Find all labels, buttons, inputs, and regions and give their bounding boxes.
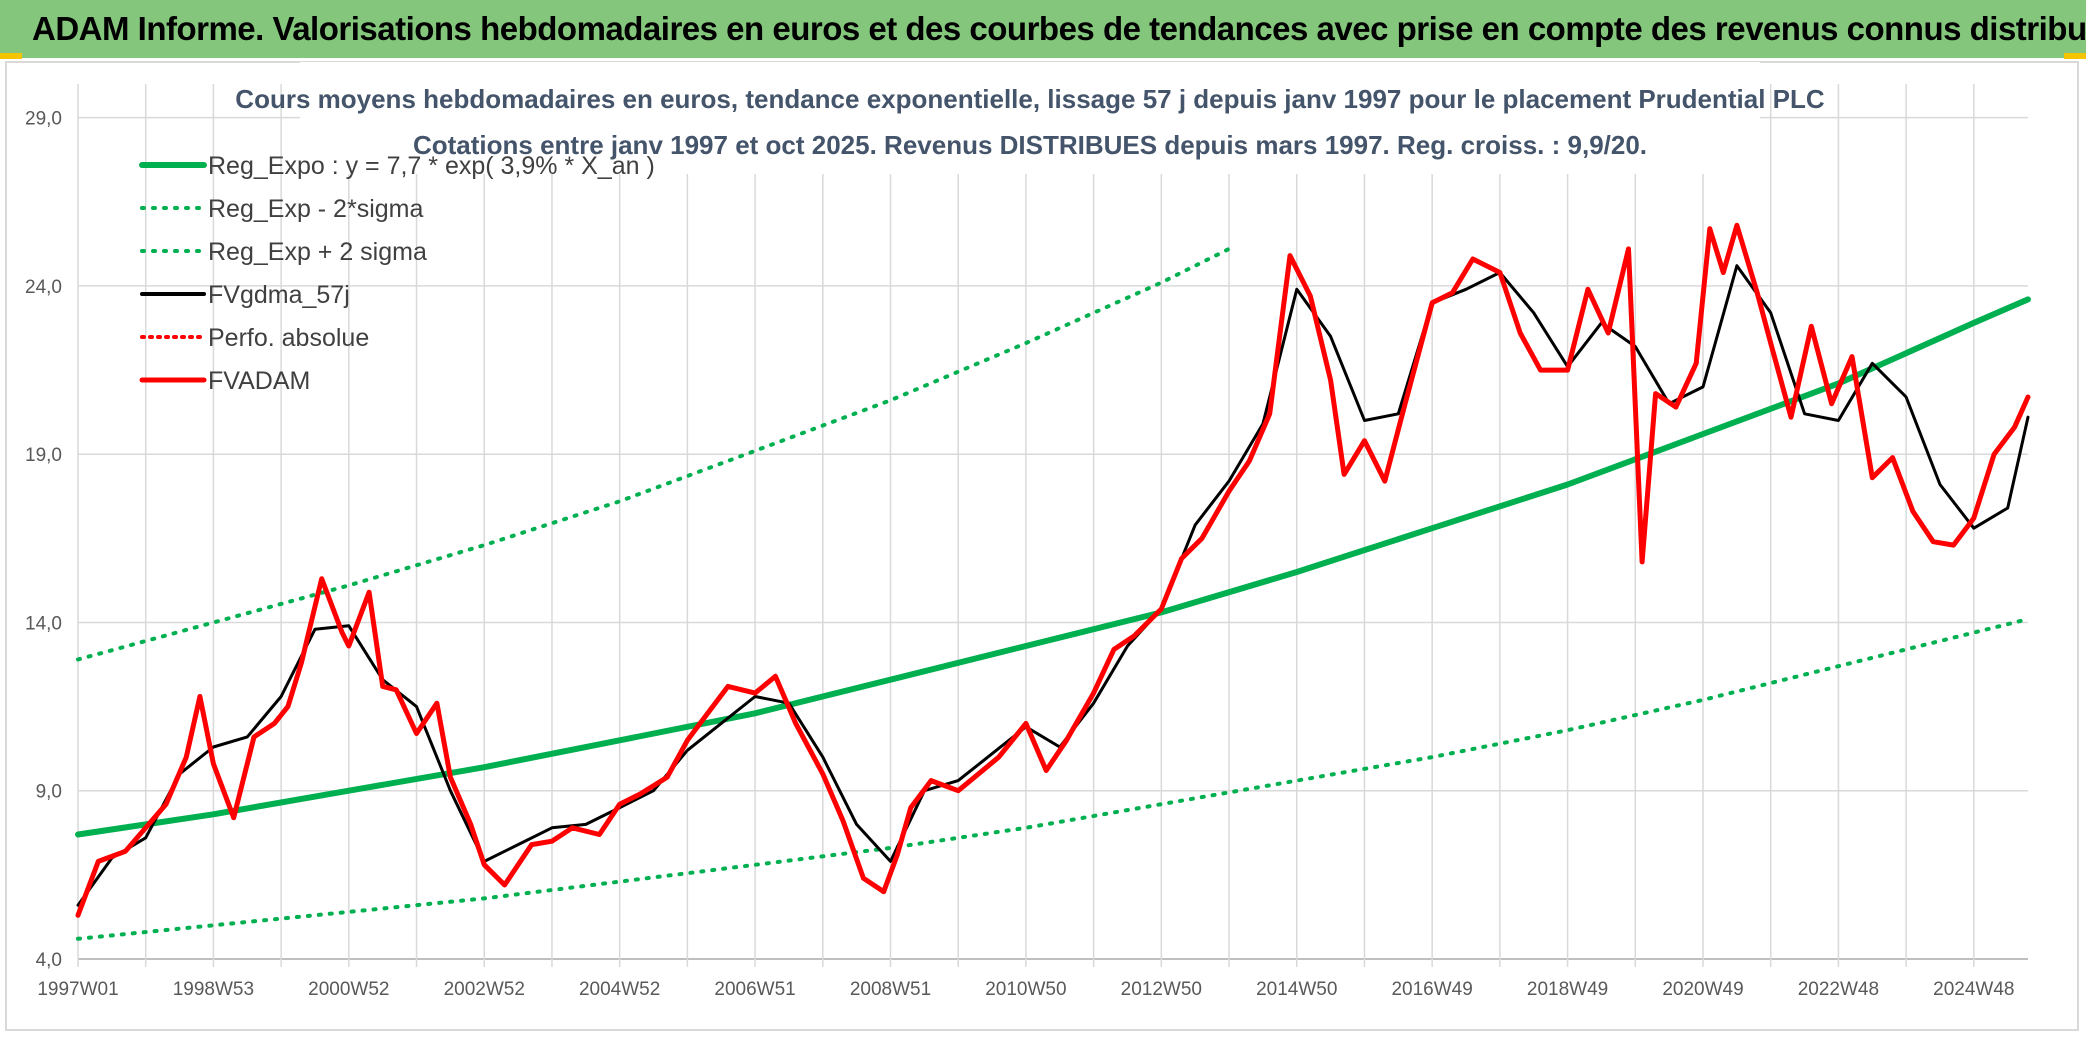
x-tick-label: 1997W01 <box>37 979 118 1000</box>
y-tick-label: 14,0 <box>25 613 62 634</box>
x-tick-label: 2002W52 <box>444 979 525 1000</box>
legend-label: FVgdma_57j <box>208 281 350 309</box>
x-tick-label: 2000W52 <box>308 979 389 1000</box>
series-line-fvadam <box>75 222 2031 918</box>
title-bar: ADAM Informe. Valorisations hebdomadaire… <box>0 0 2086 58</box>
series-layer <box>75 222 2031 941</box>
corner-mark-left <box>0 53 22 59</box>
x-tick-label: 2022W48 <box>1798 979 1879 1000</box>
page-title: ADAM Informe. Valorisations hebdomadaire… <box>32 10 2086 47</box>
series-line-reg-exp-2-sigma <box>76 246 1231 662</box>
x-tick-label: 2020W49 <box>1662 979 1743 1000</box>
x-tick-label: 2010W50 <box>985 979 1066 1000</box>
x-tick-label: 2004W52 <box>579 979 660 1000</box>
y-tick-label: 9,0 <box>36 782 62 803</box>
line-chart: 4,0 9,0 14,0 19,0 24,0 29,0 1997W01 1998W53 2000… <box>5 61 2079 1031</box>
chart-title-line-2: Cotations entre janv 1997 et oct 2025. R… <box>413 130 1647 160</box>
corner-mark-right <box>2064 53 2086 59</box>
chart-area <box>5 61 2079 1031</box>
chart-frame: 4,0 9,0 14,0 19,0 24,0 29,0 1997W01 1998W53 2000… <box>0 58 2086 1037</box>
legend-label: FVADAM <box>208 367 310 395</box>
y-tick-label: 29,0 <box>25 109 62 130</box>
legend-label: Reg_Exp - 2*sigma <box>208 195 423 223</box>
legend-label: Reg_Expo : y = 7,7 * exp( 3,9% * X_an ) <box>208 152 655 180</box>
x-tick-label: 2016W49 <box>1391 979 1472 1000</box>
y-tick-label: 4,0 <box>36 950 62 971</box>
x-tick-label: 2018W49 <box>1527 979 1608 1000</box>
series-line-reg-expo-y-7-7-exp-3-9-x-an <box>75 296 2031 838</box>
x-tick-label: 2006W51 <box>714 979 795 1000</box>
x-tick-label: 2014W50 <box>1256 979 1337 1000</box>
chart-title-box <box>300 62 1760 174</box>
y-tick-label: 19,0 <box>25 445 62 466</box>
series-line-reg-exp-2-sigma <box>76 617 2030 941</box>
x-tick-label: 2012W50 <box>1121 979 1202 1000</box>
x-tick-label: 1998W53 <box>173 979 254 1000</box>
x-tick-label: 2008W51 <box>850 979 931 1000</box>
y-tick-label: 24,0 <box>25 277 62 298</box>
x-tick-label: 2024W48 <box>1933 979 2014 1000</box>
axis-labels: 4,0 9,0 14,0 19,0 24,0 29,0 1997W01 1998W53 2000… <box>25 109 2014 1000</box>
legend-label: Perfo. absolue <box>208 324 369 352</box>
legend-label: Reg_Exp + 2 sigma <box>208 238 427 266</box>
chart-title-line-1: Cours moyens hebdomadaires en euros, ten… <box>235 84 1825 114</box>
legend: Reg_Expo : y = 7,7 * exp( 3,9% * X_an ) R… <box>139 152 655 395</box>
